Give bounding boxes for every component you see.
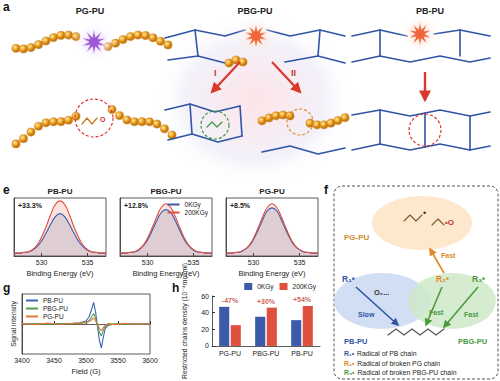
svg-text:I: I <box>214 68 217 78</box>
svg-text:530: 530 <box>248 259 260 266</box>
svg-text:PB-PU: PB-PU <box>416 6 444 16</box>
svg-text:530: 530 <box>142 259 154 266</box>
svg-text:PBG-PU: PBG-PU <box>150 187 181 196</box>
svg-text:530: 530 <box>36 259 48 266</box>
svg-text:Slow: Slow <box>358 311 375 318</box>
svg-text:535: 535 <box>294 259 306 266</box>
svg-text:3500: 3500 <box>78 357 94 364</box>
svg-text:PG-PU: PG-PU <box>43 313 64 320</box>
svg-text:PG-PU: PG-PU <box>76 6 105 16</box>
svg-text:Restricted chains density (10⁻: Restricted chains density (10⁻⁴mol/ml) <box>181 263 189 379</box>
svg-text:R₂•: R₂• <box>436 274 449 284</box>
svg-text:PB-PU: PB-PU <box>344 337 367 346</box>
svg-text:+12.8%: +12.8% <box>124 202 149 209</box>
svg-text:PB-PU: PB-PU <box>48 187 73 196</box>
svg-text:0KGy: 0KGy <box>257 283 274 291</box>
svg-text:PBG-PU: PBG-PU <box>458 337 487 346</box>
svg-text:40: 40 <box>201 309 209 316</box>
svg-text:Fast: Fast <box>464 311 479 318</box>
svg-text:•: • <box>423 208 426 218</box>
svg-text:R₁•: R₁• <box>342 274 355 284</box>
svg-text:3550: 3550 <box>110 357 126 364</box>
svg-text:3450: 3450 <box>46 357 62 364</box>
svg-text:h: h <box>172 281 179 295</box>
svg-text:PG-PU: PG-PU <box>219 350 241 357</box>
svg-text:PG-PU: PG-PU <box>344 233 370 242</box>
svg-text:PBG-PU: PBG-PU <box>253 350 280 357</box>
svg-text:Binding Energy (eV): Binding Energy (eV) <box>132 269 200 278</box>
svg-text:200KGy: 200KGy <box>185 209 209 217</box>
svg-text:II: II <box>291 68 296 78</box>
svg-text:PB-PU: PB-PU <box>291 350 312 357</box>
svg-text:O₂...: O₂... <box>374 288 389 297</box>
svg-text:Binding Energy (eV): Binding Energy (eV) <box>26 269 94 278</box>
svg-text:R₃•Radical of broken PBG-PU ch: R₃•Radical of broken PBG-PU chain <box>344 369 457 376</box>
svg-text:e: e <box>3 183 10 197</box>
svg-text:Binding Energy (eV): Binding Energy (eV) <box>238 269 306 278</box>
svg-text:+30%: +30% <box>257 298 276 305</box>
svg-text:0KGy: 0KGy <box>185 201 202 209</box>
svg-text:PBG-PU: PBG-PU <box>43 305 68 312</box>
svg-text:200KGy: 200KGy <box>293 283 317 291</box>
svg-text:PBG-PU: PBG-PU <box>237 6 272 16</box>
svg-text:535: 535 <box>188 259 200 266</box>
svg-text:+8.5%: +8.5% <box>230 202 251 209</box>
svg-text:PG-PU: PG-PU <box>259 187 285 196</box>
svg-text:Field (G): Field (G) <box>71 367 101 376</box>
svg-text:+33.3%: +33.3% <box>18 202 43 209</box>
svg-text:g: g <box>3 281 10 295</box>
svg-text:•O: •O <box>445 218 454 227</box>
svg-text:20: 20 <box>201 326 209 333</box>
svg-text:Fast: Fast <box>429 309 444 316</box>
svg-text:535: 535 <box>82 259 94 266</box>
svg-text:-47%: -47% <box>222 297 239 304</box>
svg-text:+54%: +54% <box>293 296 312 303</box>
svg-text:O: O <box>100 116 106 123</box>
svg-text:R₁•Radical of PB chain: R₁•Radical of PB chain <box>344 350 417 357</box>
svg-text:60: 60 <box>201 293 209 300</box>
svg-text:f: f <box>324 183 329 197</box>
svg-text:0: 0 <box>205 342 209 349</box>
svg-text:PB-PU: PB-PU <box>43 297 63 304</box>
svg-text:3400: 3400 <box>14 357 30 364</box>
svg-text:R₂•Radical of broken PG chain: R₂•Radical of broken PG chain <box>344 360 440 367</box>
svg-text:Signal intensity: Signal intensity <box>10 301 18 347</box>
svg-text:Fast: Fast <box>441 252 456 259</box>
svg-text:a: a <box>3 0 10 14</box>
svg-text:R₃•: R₃• <box>472 274 485 284</box>
svg-text:3600: 3600 <box>142 357 158 364</box>
